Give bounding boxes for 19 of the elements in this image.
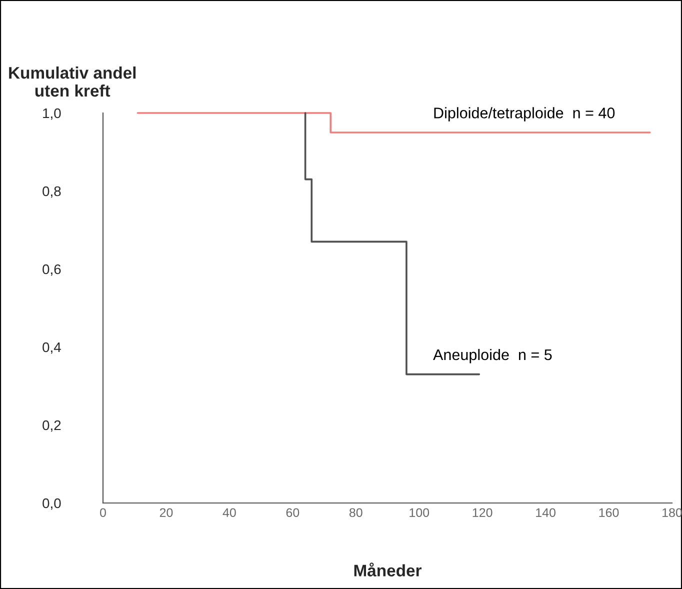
- y-tick-label: 0,2: [42, 420, 61, 432]
- x-tick-label: 140: [536, 508, 556, 518]
- y-tick-label: 0,6: [42, 264, 61, 276]
- series-label: Diploide/tetraploide n = 40: [434, 107, 615, 122]
- x-tick-label: 100: [410, 508, 430, 518]
- y-tick-label: 1,0: [43, 108, 61, 120]
- x-tick-label: 0: [100, 508, 106, 518]
- x-tick-label: 80: [349, 508, 362, 518]
- y-axis-title: Kumulativ andel uten kreft: [9, 66, 136, 97]
- x-tick-label: 120: [472, 508, 492, 518]
- series-label: Aneuploide n = 5: [433, 348, 552, 364]
- x-tick-label: 60: [286, 508, 300, 518]
- x-tick-label: 40: [222, 508, 236, 518]
- x-axis-title: Måneder: [354, 562, 422, 576]
- x-tick-label: 20: [160, 508, 173, 518]
- y-tick-label: 0,0: [42, 498, 61, 510]
- y-tick-label: 0,8: [42, 186, 61, 198]
- y-tick-label: 0,4: [42, 342, 61, 354]
- x-tick-label: 160: [599, 508, 619, 518]
